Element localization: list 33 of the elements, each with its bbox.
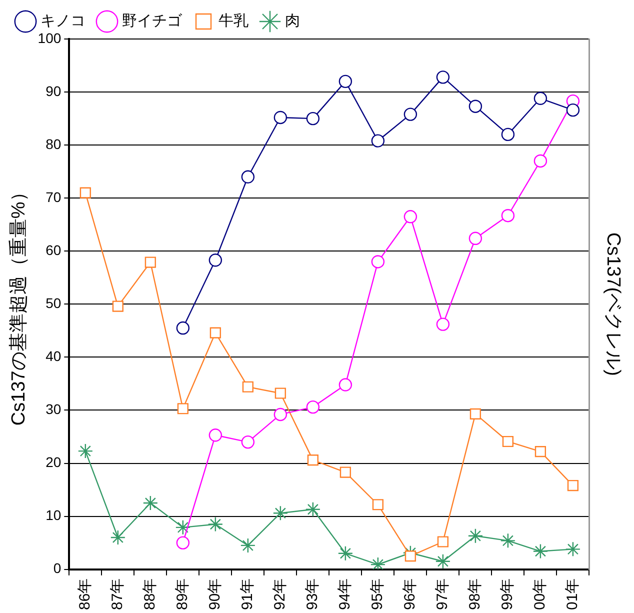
x-tick-label: 93年 [304,578,322,610]
x-tick-label: 88年 [142,578,159,610]
x-tick-label: 91年 [239,578,256,610]
y-tick-label: 80 [46,136,62,152]
y-tick-label: 30 [46,401,62,418]
y-tick-label: 100 [38,30,62,46]
y-axis-title: Cs137の基準超過（重量%） [8,182,30,426]
y-tick-label: 90 [46,82,62,99]
x-tick-label: 95年 [369,578,386,610]
y-tick-label: 70 [46,188,62,205]
y-tick-label: 40 [46,348,62,364]
x-tick-label: 97年 [434,578,452,610]
x-tick-label: 86年 [76,578,94,610]
y-tick-label: 0 [53,560,62,576]
x-tick-label: 98年 [466,578,484,610]
y2-axis-title: Cs137(ベクレル) [602,232,624,376]
legend-label: 肉 [285,12,300,30]
y-tick-label: 60 [46,242,62,258]
x-tick-label: 94年 [336,578,354,610]
x-tick-label: 92年 [272,578,289,610]
y-tick-label: 10 [46,507,62,524]
legend-label: 牛乳 [218,12,248,30]
x-tick-label: 87年 [109,578,126,610]
x-tick-label: 01年 [564,578,582,610]
y-tick-label: 20 [46,454,62,470]
x-tick-label: 99年 [499,578,516,610]
legend-label: 野イチゴ [122,12,183,30]
x-tick-label: 00年 [532,578,549,610]
legend-label: キノコ [40,12,86,30]
y-tick-label: 50 [46,295,62,312]
x-tick-label: 89年 [174,578,192,610]
x-tick-label: 96年 [402,578,419,610]
x-tick-label: 90年 [206,578,224,610]
